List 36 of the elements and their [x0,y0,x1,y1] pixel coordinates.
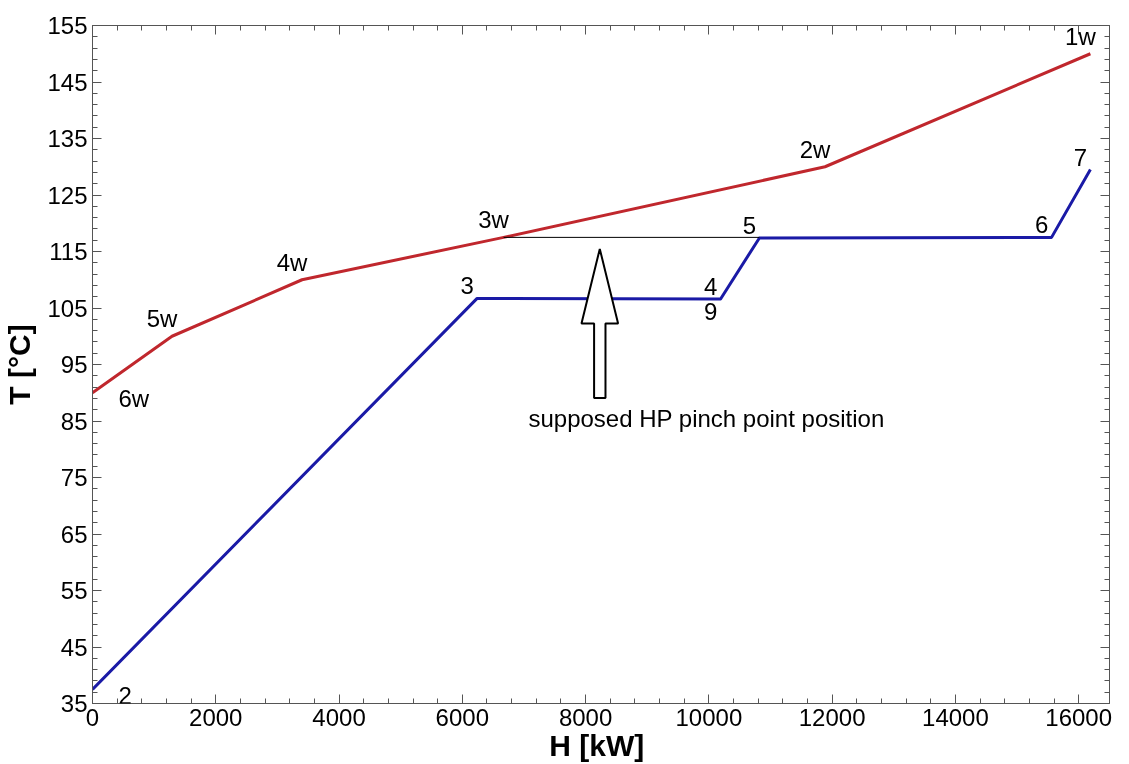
x-tick-label: 12000 [798,703,866,731]
y-tick-label: 145 [47,68,88,96]
x-tick-label: 8000 [558,703,613,731]
annotation: 5w [146,305,179,333]
y-tick-label: 55 [60,577,88,604]
annotation: 2 [118,681,132,709]
annotation: 1w [1065,22,1097,50]
annotation: 5 [742,211,757,239]
x-tick-label: 10000 [675,703,743,731]
annotation: 6 [1034,211,1049,239]
annotation: 4 [703,272,718,300]
annotation: 4w [276,248,309,276]
x-axis-title: H [kW] [549,728,645,762]
y-tick-label: 135 [47,125,88,152]
y-tick-label: 115 [49,238,88,265]
y-tick-label: 155 [47,12,88,39]
annotation: 7 [1073,143,1088,171]
y-tick-label: 105 [47,294,88,322]
annotation: 3 [460,272,474,300]
x-tick-label: 14000 [922,703,989,731]
y-tick-label: 95 [60,351,88,378]
y-axis-title: T [°C] [3,324,37,405]
y-tick-label: 85 [60,407,88,435]
y-tick-label: 125 [47,181,88,209]
annotation: 2w [799,135,832,163]
annotation: 3w [478,206,510,234]
y-tick-label: 45 [60,633,88,661]
y-tick-label: 65 [60,520,88,548]
annotation: supposed HP pinch point position [528,404,885,432]
annotation: 6w [118,385,150,413]
annotation: 9 [703,297,718,325]
y-tick-label: 75 [60,464,88,491]
x-tick-label: 16000 [1045,703,1113,731]
x-tick-label: 4000 [312,703,366,731]
x-tick-label: 6000 [435,703,490,731]
x-tick-label: 2000 [189,703,243,731]
